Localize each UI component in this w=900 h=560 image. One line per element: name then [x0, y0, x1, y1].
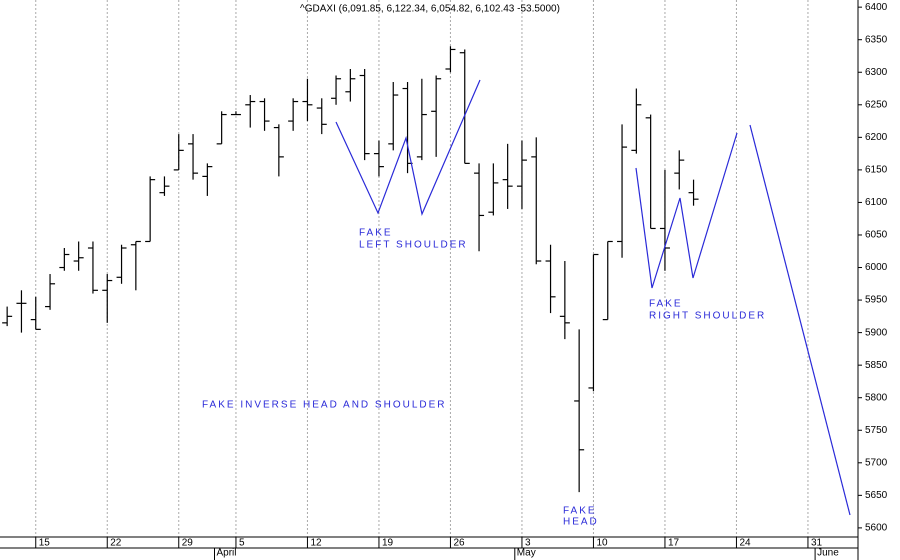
- y-tick-label: 6250: [865, 99, 888, 110]
- axes: 5600 5650 5700 5750 5800 5850 5900 5950 6000 6050…: [35, 2, 888, 560]
- y-tick-label: 5750: [865, 425, 888, 436]
- y-tick-label: 5900: [865, 327, 888, 338]
- annotation: FAKE INVERSE HEAD AND SHOULDER: [202, 400, 447, 411]
- x-tick-label: 5: [239, 538, 245, 549]
- month-label: June: [817, 548, 839, 559]
- annotation: LEFT SHOULDER: [359, 240, 468, 251]
- y-tick-label: 6150: [865, 165, 888, 176]
- y-tick-label: 5600: [865, 523, 888, 534]
- x-tick-label: 15: [39, 538, 51, 549]
- y-tick-label: 6200: [865, 132, 888, 143]
- y-tick-label: 6050: [865, 230, 888, 241]
- x-tick-label: 29: [182, 538, 194, 549]
- y-tick-label: 6300: [865, 67, 888, 78]
- x-tick-label: 17: [668, 538, 680, 549]
- x-tick-label: 12: [310, 538, 322, 549]
- grid: [35, 0, 809, 537]
- y-tick-label: 6100: [865, 197, 888, 208]
- chart-title: ^GDAXI (6,091.85, 6,122.34, 6,054.82, 6,…: [300, 4, 560, 15]
- y-tick-label: 5850: [865, 360, 888, 371]
- annotation: RIGHT SHOULDER: [649, 311, 766, 322]
- x-tick-label: 3: [525, 538, 531, 549]
- annotation: FAKE: [359, 228, 393, 239]
- decline-line: [749, 124, 851, 516]
- x-tick-label: 24: [739, 538, 751, 549]
- annotation: FAKE: [563, 506, 597, 517]
- y-tick-label: 5800: [865, 392, 888, 403]
- month-label: May: [517, 548, 536, 559]
- y-tick-label: 5950: [865, 295, 888, 306]
- x-tick-label: 31: [811, 538, 823, 549]
- left-shoulder-line: [335, 79, 481, 216]
- y-tick-label: 6400: [865, 2, 888, 13]
- annotation: HEAD: [563, 517, 599, 528]
- x-tick-label: 10: [596, 538, 608, 549]
- x-tick-label: 22: [110, 538, 122, 549]
- x-tick-label: 26: [453, 538, 465, 549]
- annotation: FAKE: [649, 299, 683, 310]
- right-shoulder-line: [635, 132, 738, 289]
- x-tick-label: 19: [382, 538, 394, 549]
- y-tick-label: 6350: [865, 34, 888, 45]
- y-tick-label: 5650: [865, 490, 888, 501]
- y-tick-label: 6000: [865, 262, 888, 273]
- bars: [2, 46, 699, 493]
- month-label: April: [217, 548, 237, 559]
- y-tick-label: 5700: [865, 457, 888, 468]
